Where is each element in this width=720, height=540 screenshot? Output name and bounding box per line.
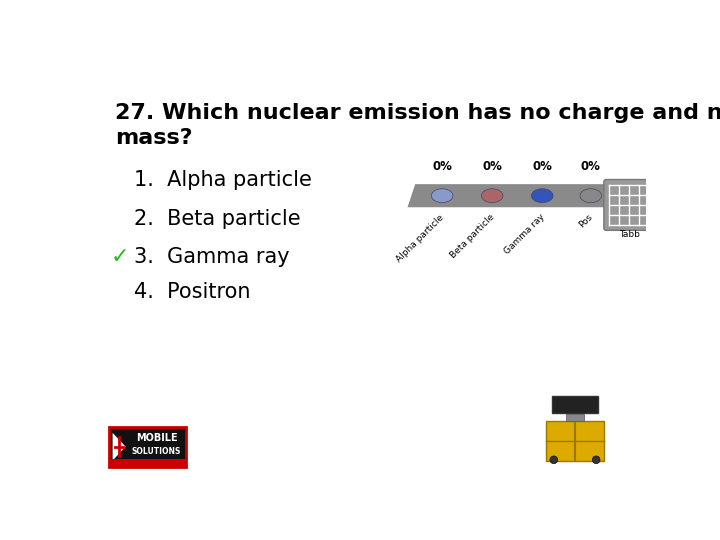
Text: ✓: ✓ — [110, 247, 129, 267]
FancyBboxPatch shape — [109, 427, 186, 467]
Text: 0%: 0% — [532, 160, 552, 173]
FancyBboxPatch shape — [604, 179, 654, 231]
Text: 0%: 0% — [482, 160, 502, 173]
FancyBboxPatch shape — [552, 396, 598, 413]
Text: 2.  Beta particle: 2. Beta particle — [134, 209, 301, 229]
Text: Pos: Pos — [577, 213, 595, 230]
Ellipse shape — [431, 189, 453, 202]
Polygon shape — [408, 184, 631, 207]
FancyBboxPatch shape — [546, 421, 604, 461]
Text: 27. Which nuclear emission has no charge and no: 27. Which nuclear emission has no charge… — [115, 103, 720, 123]
Text: Beta particle: Beta particle — [449, 213, 496, 260]
Text: Gamma ray: Gamma ray — [503, 213, 546, 256]
Text: Alpha particle: Alpha particle — [395, 213, 446, 264]
Text: 0%: 0% — [581, 160, 600, 173]
Circle shape — [593, 456, 600, 464]
Text: mass?: mass? — [115, 128, 192, 148]
Text: 3.  Gamma ray: 3. Gamma ray — [134, 247, 289, 267]
Ellipse shape — [482, 189, 503, 202]
Text: Tabb: Tabb — [618, 230, 639, 239]
Circle shape — [550, 456, 558, 464]
Text: SOLUTIONS: SOLUTIONS — [132, 447, 181, 456]
Text: MOBILE: MOBILE — [135, 433, 177, 443]
Polygon shape — [112, 433, 126, 461]
FancyBboxPatch shape — [567, 414, 584, 421]
FancyBboxPatch shape — [109, 459, 186, 467]
Text: 1.  Alpha particle: 1. Alpha particle — [134, 170, 312, 190]
Text: 0%: 0% — [432, 160, 452, 173]
Ellipse shape — [531, 189, 553, 202]
Ellipse shape — [580, 189, 601, 202]
Text: 4.  Positron: 4. Positron — [134, 282, 251, 302]
